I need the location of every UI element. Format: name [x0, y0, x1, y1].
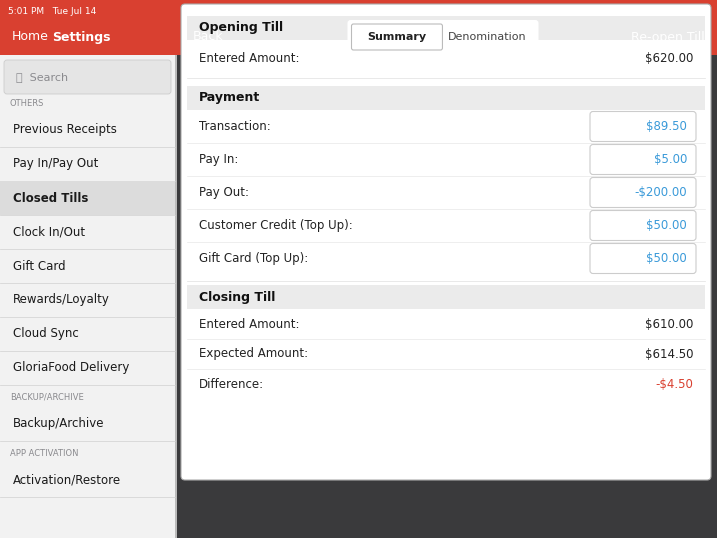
Bar: [0, 55, 175, 538]
Text: $50.00: $50.00: [646, 252, 687, 265]
Text: $89.50: $89.50: [646, 120, 687, 133]
Text: $610.00: $610.00: [645, 317, 693, 330]
Bar: [175, 55, 177, 538]
Bar: [187, 86, 705, 110]
FancyBboxPatch shape: [590, 111, 696, 141]
Text: $50.00: $50.00: [646, 219, 687, 232]
Text: Back: Back: [193, 31, 224, 44]
FancyBboxPatch shape: [590, 210, 696, 240]
Text: Summary: Summary: [367, 32, 427, 42]
Text: Closing Till: Closing Till: [199, 291, 275, 303]
Text: APP ACTIVATION: APP ACTIVATION: [10, 449, 78, 457]
Text: Home: Home: [12, 31, 49, 44]
Text: Clock In/Out: Clock In/Out: [13, 225, 85, 238]
Text: Opening Till: Opening Till: [199, 22, 283, 34]
Text: Previous Receipts: Previous Receipts: [13, 124, 117, 137]
Text: Pay In/Pay Out: Pay In/Pay Out: [13, 158, 98, 171]
FancyBboxPatch shape: [590, 145, 696, 174]
FancyBboxPatch shape: [348, 20, 538, 54]
Text: BACKUP/ARCHIVE: BACKUP/ARCHIVE: [10, 393, 84, 401]
Bar: [187, 285, 705, 309]
FancyBboxPatch shape: [351, 24, 442, 50]
FancyBboxPatch shape: [181, 4, 711, 480]
FancyBboxPatch shape: [590, 244, 696, 273]
Text: $614.50: $614.50: [645, 348, 693, 360]
Text: $5.00: $5.00: [654, 153, 687, 166]
Text: $620.00: $620.00: [645, 53, 693, 66]
Text: Denomination: Denomination: [448, 32, 527, 42]
Bar: [187, 16, 705, 40]
Text: Expected Amount:: Expected Amount:: [199, 348, 308, 360]
Text: Payment: Payment: [199, 91, 260, 104]
Text: Activation/Restore: Activation/Restore: [13, 473, 121, 486]
Text: Rewards/Loyalty: Rewards/Loyalty: [13, 294, 110, 307]
Text: 令 100% ■: 令 100% ■: [663, 6, 709, 16]
Text: OTHERS: OTHERS: [10, 98, 44, 108]
Text: Entered Amount:: Entered Amount:: [199, 317, 300, 330]
Text: ⌕  Search: ⌕ Search: [16, 72, 68, 82]
Text: Pay Out:: Pay Out:: [199, 186, 249, 199]
FancyBboxPatch shape: [4, 60, 171, 94]
Text: Closed Tills: Closed Tills: [13, 192, 88, 204]
Text: Gift Card: Gift Card: [13, 259, 66, 273]
FancyBboxPatch shape: [590, 178, 696, 208]
Text: Transaction:: Transaction:: [199, 120, 271, 133]
FancyBboxPatch shape: [351, 23, 536, 51]
Text: Entered Amount:: Entered Amount:: [199, 53, 300, 66]
Text: Customer Credit (Top Up):: Customer Credit (Top Up):: [199, 219, 353, 232]
Text: GloriaFood Delivery: GloriaFood Delivery: [13, 362, 129, 374]
Bar: [0, 181, 175, 215]
Text: Gift Card (Top Up):: Gift Card (Top Up):: [199, 252, 308, 265]
Text: Re-open Till: Re-open Till: [631, 31, 705, 44]
Text: Difference:: Difference:: [199, 378, 264, 391]
Text: Pay In:: Pay In:: [199, 153, 238, 166]
Bar: [0, 0, 717, 55]
Text: 5:01 PM   Tue Jul 14: 5:01 PM Tue Jul 14: [8, 6, 96, 16]
Text: -$200.00: -$200.00: [635, 186, 687, 199]
Text: -$4.50: -$4.50: [655, 378, 693, 391]
Text: Backup/Archive: Backup/Archive: [13, 417, 105, 430]
Text: Cloud Sync: Cloud Sync: [13, 328, 79, 341]
Text: Settings: Settings: [52, 31, 110, 44]
